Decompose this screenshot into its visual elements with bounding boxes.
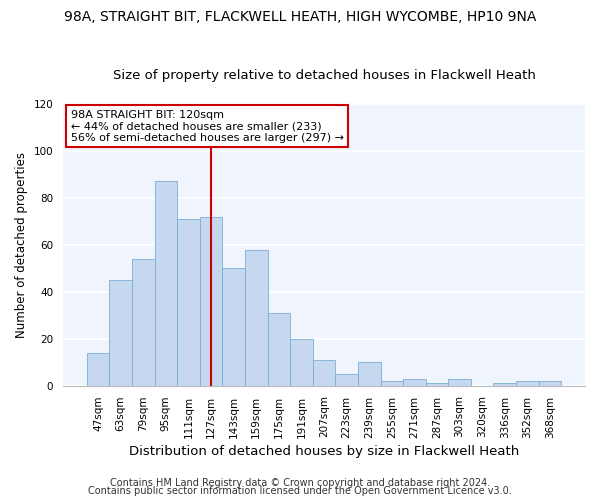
Bar xyxy=(109,280,132,386)
Bar xyxy=(335,374,358,386)
Bar xyxy=(245,250,268,386)
Text: Contains public sector information licensed under the Open Government Licence v3: Contains public sector information licen… xyxy=(88,486,512,496)
Bar xyxy=(155,182,177,386)
Bar xyxy=(493,384,516,386)
X-axis label: Distribution of detached houses by size in Flackwell Heath: Distribution of detached houses by size … xyxy=(129,444,519,458)
Bar xyxy=(177,219,200,386)
Bar xyxy=(290,339,313,386)
Bar xyxy=(425,384,448,386)
Bar xyxy=(380,381,403,386)
Bar xyxy=(313,360,335,386)
Bar xyxy=(200,216,223,386)
Title: Size of property relative to detached houses in Flackwell Heath: Size of property relative to detached ho… xyxy=(113,69,535,82)
Bar xyxy=(358,362,380,386)
Bar xyxy=(223,268,245,386)
Bar xyxy=(87,353,109,386)
Bar xyxy=(268,313,290,386)
Text: 98A, STRAIGHT BIT, FLACKWELL HEATH, HIGH WYCOMBE, HP10 9NA: 98A, STRAIGHT BIT, FLACKWELL HEATH, HIGH… xyxy=(64,10,536,24)
Text: Contains HM Land Registry data © Crown copyright and database right 2024.: Contains HM Land Registry data © Crown c… xyxy=(110,478,490,488)
Text: 98A STRAIGHT BIT: 120sqm
← 44% of detached houses are smaller (233)
56% of semi-: 98A STRAIGHT BIT: 120sqm ← 44% of detach… xyxy=(71,110,344,143)
Bar xyxy=(516,381,539,386)
Bar xyxy=(448,378,471,386)
Bar xyxy=(403,378,425,386)
Bar xyxy=(539,381,561,386)
Y-axis label: Number of detached properties: Number of detached properties xyxy=(15,152,28,338)
Bar xyxy=(132,259,155,386)
